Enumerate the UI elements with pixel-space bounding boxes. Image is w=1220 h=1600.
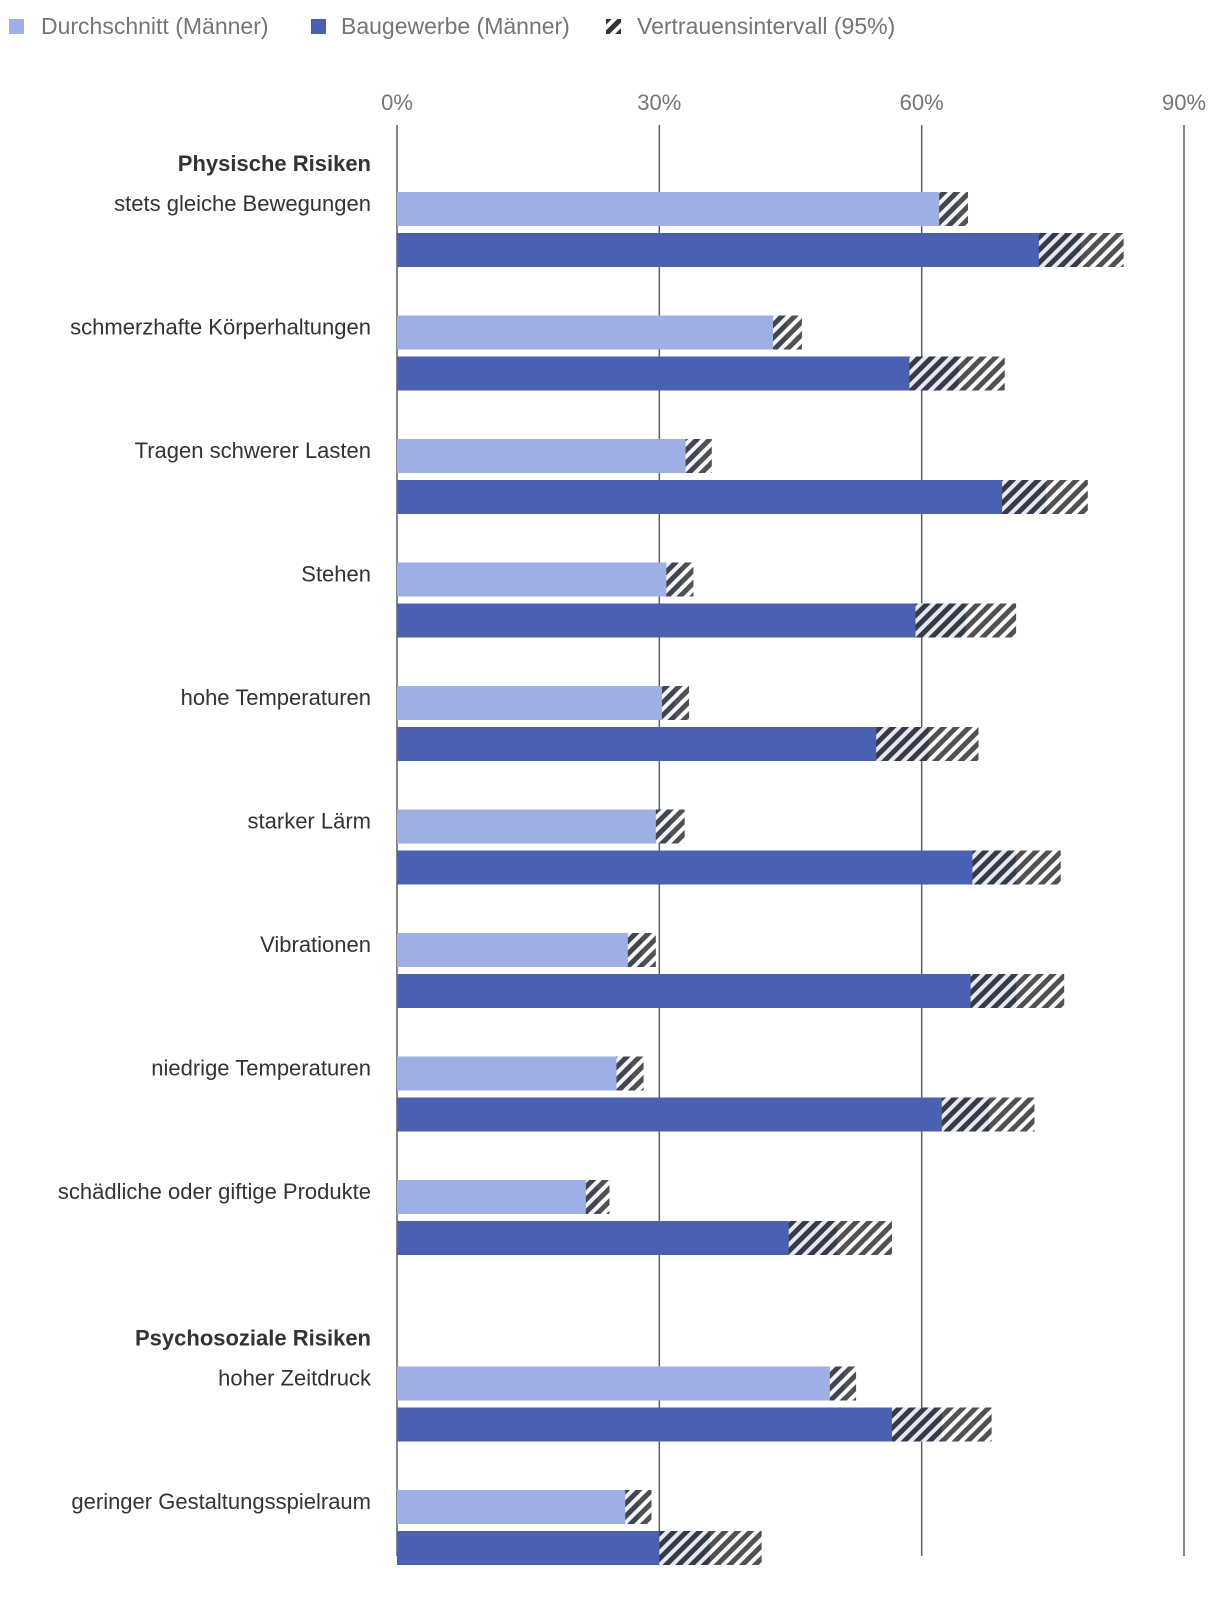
legend-label-baugewerbe: Baugewerbe (Männer): [341, 13, 570, 39]
category-label: niedrige Temperaturen: [151, 1056, 371, 1081]
category-label: schädliche oder giftige Produkte: [58, 1179, 371, 1204]
bar-durchschnitt: [397, 315, 787, 350]
ci-durchschnitt: [585, 1180, 610, 1214]
group-label: Physische Risiken: [178, 151, 371, 176]
category-label: hoher Zeitdruck: [218, 1366, 372, 1391]
bar-durchschnitt: [397, 686, 676, 720]
legend-swatch-baugewerbe: [311, 19, 326, 34]
category-label: geringer Gestaltungsspielraum: [71, 1489, 371, 1514]
category-label: Tragen schwerer Lasten: [135, 438, 371, 463]
bars: [397, 192, 1124, 1565]
bar-baugewerbe: [397, 727, 929, 761]
category-label: schmerzhafte Körperhaltungen: [70, 315, 371, 340]
ci-baugewerbe: [891, 1407, 992, 1442]
bar-durchschnitt: [397, 1490, 639, 1524]
bar-baugewerbe: [397, 480, 1046, 514]
x-tick-label: 60%: [900, 90, 944, 115]
category-label: stets gleiche Bewegungen: [114, 191, 371, 216]
x-tick-label: 30%: [637, 90, 681, 115]
ci-durchschnitt: [685, 439, 712, 473]
bar-baugewerbe: [397, 1531, 711, 1565]
ci-baugewerbe: [1038, 233, 1124, 267]
ci-baugewerbe: [972, 850, 1061, 885]
category-labels: Physische Risiken stets gleiche Bewegunge…: [58, 151, 372, 1514]
bar-baugewerbe: [397, 1221, 837, 1255]
ci-durchschnitt: [627, 933, 656, 967]
legend-swatch-durchschnitt: [9, 19, 24, 34]
ci-durchschnitt: [666, 562, 694, 597]
legend: Durchschnitt (Männer) Baugewerbe (Männer…: [9, 13, 895, 39]
category-label: Stehen: [301, 562, 371, 587]
bar-baugewerbe: [397, 603, 966, 638]
bar-durchschnitt: [397, 1366, 844, 1401]
bar-baugewerbe: [397, 850, 1017, 885]
bar-baugewerbe: [397, 974, 1017, 1008]
bar-durchschnitt: [397, 809, 671, 844]
category-label: starker Lärm: [248, 809, 371, 834]
bar-durchschnitt: [397, 933, 642, 967]
x-axis-ticks: 0% 30% 60% 90%: [381, 90, 1206, 115]
category-label: Vibrationen: [260, 932, 371, 957]
bar-baugewerbe: [397, 1407, 942, 1442]
ci-baugewerbe: [915, 603, 1017, 638]
bar-durchschnitt: [397, 192, 957, 226]
ci-baugewerbe: [876, 727, 979, 761]
legend-swatch-ci: [606, 19, 621, 34]
bar-baugewerbe: [397, 1097, 989, 1132]
legend-label-durchschnitt: Durchschnitt (Männer): [41, 13, 269, 39]
ci-durchschnitt: [616, 1056, 644, 1091]
ci-baugewerbe: [1002, 480, 1088, 514]
bar-durchschnitt: [397, 439, 699, 473]
legend-label-ci: Vertrauensintervall (95%): [637, 13, 895, 39]
ci-durchschnitt: [655, 809, 685, 844]
ci-durchschnitt: [661, 686, 690, 720]
ci-durchschnitt: [829, 1366, 857, 1401]
ci-baugewerbe: [970, 974, 1065, 1008]
x-tick-label: 90%: [1162, 90, 1206, 115]
bar-durchschnitt: [397, 1056, 632, 1091]
ci-durchschnitt: [625, 1490, 652, 1524]
ci-baugewerbe: [659, 1531, 762, 1565]
x-tick-label: 0%: [381, 90, 413, 115]
ci-durchschnitt: [939, 192, 969, 226]
group-label: Psychosoziale Risiken: [135, 1326, 371, 1351]
bar-durchschnitt: [397, 562, 682, 597]
bar-baugewerbe: [397, 356, 959, 391]
ci-durchschnitt: [773, 315, 802, 350]
bar-durchschnitt: [397, 1180, 598, 1214]
ci-baugewerbe: [941, 1097, 1035, 1132]
category-label: hohe Temperaturen: [181, 685, 371, 710]
ci-baugewerbe: [909, 356, 1005, 391]
ci-baugewerbe: [788, 1221, 892, 1255]
bar-baugewerbe: [397, 233, 1081, 267]
